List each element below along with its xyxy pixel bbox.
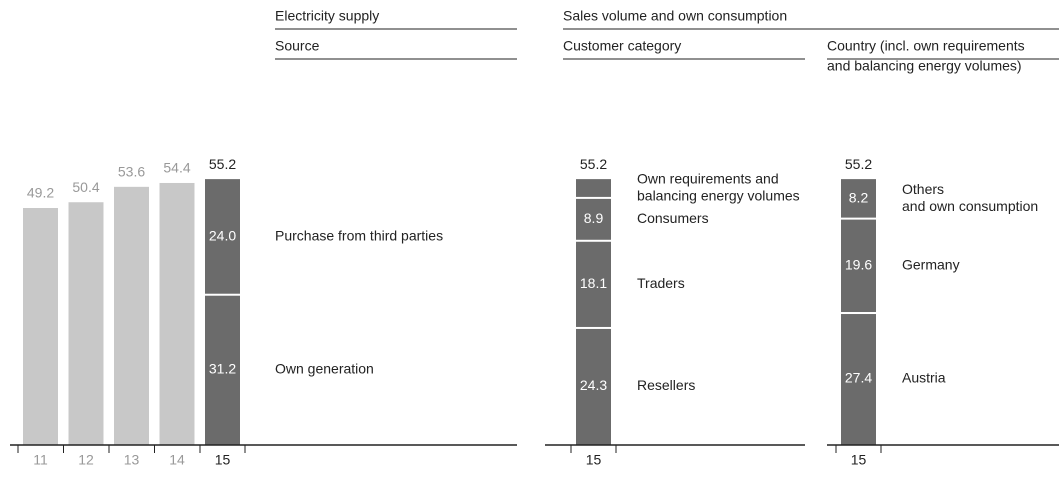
bar [114,186,149,445]
x-tick-label: 15 [586,452,602,468]
segment-name: balancing energy volumes [637,188,800,204]
x-tick-label: 11 [33,452,48,468]
chart-title: Customer category [563,38,681,54]
segment-name: and own consumption [902,198,1038,214]
bar-segment [576,328,611,445]
segment-label: 8.2 [849,190,869,206]
bar [23,208,58,445]
bar-segment [576,198,611,240]
total-label: 50.4 [72,179,99,195]
bar [68,202,104,445]
segment-label: 18.1 [580,275,607,291]
bar-segment [841,219,876,313]
segment-name: Germany [902,257,960,273]
bar-segment [576,179,611,197]
total-label: 49.2 [27,185,54,201]
x-tick-label: 12 [78,452,94,468]
segment-name: Resellers [637,377,695,393]
header: Sales volume and own consumption [563,8,787,24]
segment-label: 27.4 [845,370,872,386]
chart-title: Country (incl. own requirements [827,38,1025,54]
x-tick-label: 13 [124,452,140,468]
segment-label: 24.3 [580,377,607,393]
segment-label: 31.2 [209,361,236,377]
bar-segment [576,241,611,327]
bar-segment [841,314,876,445]
total-label: 55.2 [209,156,236,172]
segment-label: 8.9 [584,210,604,226]
chart-title: and balancing energy volumes) [827,58,1022,74]
total-label: 55.2 [845,156,872,172]
bar-segment [205,179,240,294]
segment-name: Own generation [275,361,374,377]
x-tick-label: 15 [215,452,231,468]
x-tick-label: 15 [851,452,867,468]
segment-name: Consumers [637,210,709,226]
bar-segment [841,179,876,218]
header: Electricity supply [275,8,379,24]
segment-name: Traders [637,275,685,291]
segment-label: 19.6 [845,257,872,273]
total-label: 53.6 [118,164,145,180]
segment-name: Purchase from third parties [275,228,443,244]
total-label: 55.2 [580,156,607,172]
segment-name: Austria [902,370,946,386]
bar [159,182,195,445]
chart-title: Source [275,38,320,54]
segment-name: Own requirements and [637,171,779,187]
bar-segment [205,295,240,445]
segment-name: Others [902,181,944,197]
x-tick-label: 14 [169,452,185,468]
total-label: 54.4 [163,160,190,176]
segment-label: 24.0 [209,228,236,244]
